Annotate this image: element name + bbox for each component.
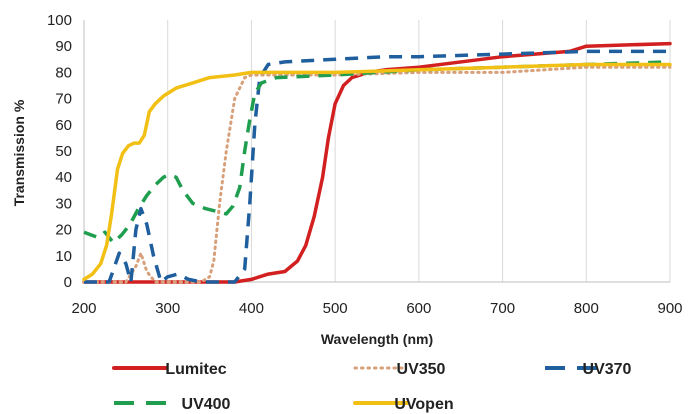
legend-item-uvopen: UVopen (353, 396, 454, 413)
series-line-uv370 (84, 49, 670, 284)
y-tick-label-80: 80 (55, 64, 72, 81)
legend-label-uv350: UV350 (397, 361, 446, 378)
legend: Lumitec UV350 UV370 UV400 UVopen (112, 361, 632, 413)
series-lines (82, 41, 672, 284)
legend-item-uv350: UV350 (353, 361, 446, 378)
y-tick-label-10: 10 (55, 248, 72, 265)
series-line-uv400 (83, 60, 671, 245)
legend-item-uv400: UV400 (114, 396, 231, 413)
x-tick-labels: 200 300 400 500 600 700 800 900 (71, 300, 682, 317)
y-tick-labels: 0 10 20 30 40 50 60 70 80 90 100 (47, 12, 72, 291)
legend-label-lumitec: Lumitec (165, 361, 226, 378)
legend-item-lumitec: Lumitec (112, 361, 227, 378)
y-tick-label-100: 100 (47, 12, 72, 29)
y-tick-label-0: 0 (64, 274, 72, 291)
axes (83, 20, 670, 283)
x-tick-label-800: 800 (574, 300, 599, 317)
x-tick-label-900: 900 (657, 300, 682, 317)
series-line-uvopen (82, 62, 672, 282)
y-tick-label-70: 70 (55, 91, 72, 108)
x-tick-label-300: 300 (155, 300, 180, 317)
y-tick-label-50: 50 (55, 143, 72, 160)
y-tick-label-60: 60 (55, 117, 72, 134)
x-tick-label-700: 700 (490, 300, 515, 317)
y-tick-label-30: 30 (55, 195, 72, 212)
x-tick-label-200: 200 (71, 300, 96, 317)
x-tick-label-500: 500 (323, 300, 348, 317)
x-tick-label-600: 600 (406, 300, 431, 317)
y-tick-label-40: 40 (55, 169, 72, 186)
y-tick-label-90: 90 (55, 38, 72, 55)
legend-label-uv400: UV400 (182, 396, 231, 413)
legend-item-uv370: UV370 (545, 361, 632, 378)
y-axis-title: Transmission % (11, 99, 27, 206)
x-axis-title: Wavelength (nm) (321, 331, 433, 347)
legend-label-uv370: UV370 (583, 361, 632, 378)
series-line-uv350 (82, 65, 672, 284)
series-line-lumitec (82, 41, 672, 284)
y-tick-label-20: 20 (55, 222, 72, 239)
legend-label-uvopen: UVopen (394, 396, 453, 413)
x-tick-label-400: 400 (239, 300, 264, 317)
